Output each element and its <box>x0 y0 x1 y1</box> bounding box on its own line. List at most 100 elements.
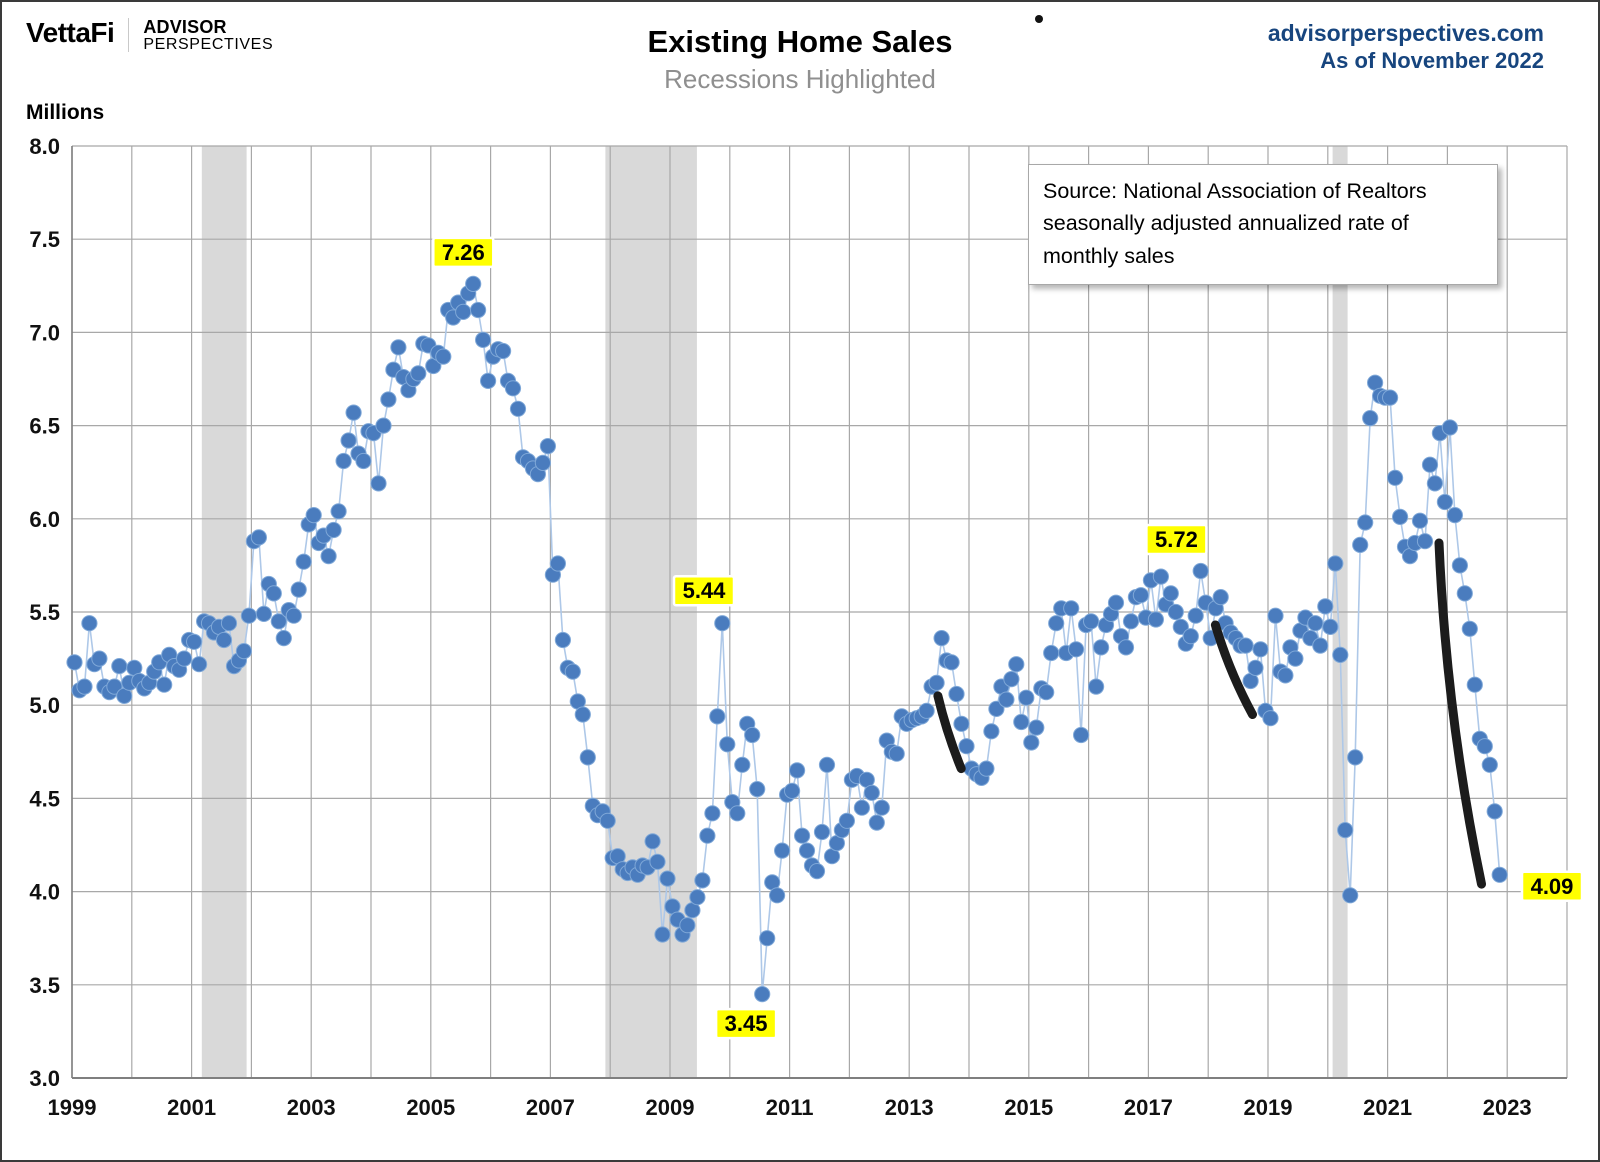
data-point <box>1317 598 1334 615</box>
data-point <box>1252 641 1269 658</box>
data-point <box>290 581 307 598</box>
data-point <box>1008 656 1025 673</box>
x-tick-label: 2015 <box>1004 1095 1053 1120</box>
data-point <box>186 633 203 650</box>
source-note-text: Source: National Association of Realtors… <box>1043 179 1427 268</box>
data-point <box>694 872 711 889</box>
data-point <box>1481 756 1498 773</box>
data-point <box>380 391 397 408</box>
data-point <box>270 613 287 630</box>
data-point <box>769 887 786 904</box>
value-annotation: 7.26 <box>432 236 495 269</box>
data-point <box>1192 562 1209 580</box>
data-point <box>1392 508 1409 526</box>
x-tick-label: 2013 <box>885 1095 934 1120</box>
data-point <box>1172 618 1189 636</box>
data-point <box>754 986 771 1003</box>
x-tick-label: 2023 <box>1483 1095 1532 1120</box>
x-tick-label: 2009 <box>646 1095 695 1120</box>
data-point <box>1312 637 1329 654</box>
data-point <box>375 417 392 434</box>
y-tick-label: 3.0 <box>29 1066 60 1091</box>
data-point <box>1491 866 1508 883</box>
header-right: advisorperspectives.com As of November 2… <box>1268 20 1544 76</box>
data-point <box>1441 419 1459 436</box>
data-point <box>509 400 527 417</box>
data-point <box>1421 456 1439 473</box>
data-point <box>1048 615 1065 632</box>
data-point <box>1332 646 1349 664</box>
logo-divider <box>128 18 130 52</box>
data-point <box>435 348 452 365</box>
data-point <box>928 674 945 691</box>
data-point <box>868 814 885 831</box>
data-point <box>729 805 746 822</box>
data-point <box>644 833 661 850</box>
y-tick-label: 8.0 <box>29 134 60 159</box>
data-point <box>813 823 831 841</box>
y-tick-label: 4.0 <box>29 880 60 905</box>
data-point <box>1327 555 1344 572</box>
data-point <box>808 863 826 880</box>
data-point <box>240 607 257 624</box>
data-point <box>689 889 706 906</box>
data-point <box>215 631 233 649</box>
data-point <box>1451 557 1469 574</box>
data-point <box>1357 514 1374 531</box>
data-point <box>285 607 302 624</box>
data-point <box>475 331 492 348</box>
data-point <box>539 438 557 455</box>
advisor-wordmark-line1: ADVISOR <box>143 17 227 37</box>
data-point <box>1073 726 1090 744</box>
x-tick-label: 2003 <box>287 1095 336 1120</box>
svg-text:7.26: 7.26 <box>442 240 485 265</box>
data-point <box>933 630 950 647</box>
data-point <box>355 452 372 470</box>
data-point <box>659 870 676 887</box>
data-point <box>1088 678 1105 695</box>
data-point <box>1023 734 1040 751</box>
data-point <box>888 745 905 762</box>
data-point <box>1382 389 1399 406</box>
data-point <box>774 842 791 859</box>
data-point <box>220 615 238 632</box>
decline-trend-stroke <box>1210 620 1257 719</box>
data-point <box>579 749 596 766</box>
data-point <box>1132 587 1150 604</box>
data-point <box>709 708 726 725</box>
site-link[interactable]: advisorperspectives.com <box>1267 20 1544 46</box>
stray-dot <box>1035 15 1043 23</box>
data-point <box>191 656 208 673</box>
data-point <box>1426 475 1444 492</box>
data-point <box>1267 607 1284 624</box>
data-point <box>749 781 766 798</box>
data-point <box>390 339 407 356</box>
data-point <box>91 650 108 667</box>
data-point <box>340 432 357 449</box>
data-point <box>176 650 193 667</box>
vettafi-wordmark: VettaFi <box>26 17 115 48</box>
data-point <box>789 762 806 779</box>
data-point <box>853 799 871 816</box>
data-point <box>534 454 552 471</box>
data-point <box>1122 613 1140 630</box>
x-tick-label: 2021 <box>1363 1095 1412 1120</box>
y-tick-label: 3.5 <box>29 973 60 998</box>
data-point <box>1436 493 1454 511</box>
data-point <box>998 691 1015 708</box>
data-point <box>1247 659 1264 677</box>
y-tick-label: 6.0 <box>29 507 60 532</box>
x-tick-label: 2019 <box>1244 1095 1293 1120</box>
data-point <box>1043 644 1060 662</box>
data-point <box>1237 637 1254 654</box>
y-tick-label: 7.0 <box>29 320 60 345</box>
data-point <box>948 685 965 703</box>
data-point <box>335 452 352 470</box>
data-point <box>1411 512 1429 529</box>
data-point <box>320 548 337 565</box>
as-of-date: As of November 2022 <box>1320 48 1544 73</box>
data-point <box>734 756 751 773</box>
